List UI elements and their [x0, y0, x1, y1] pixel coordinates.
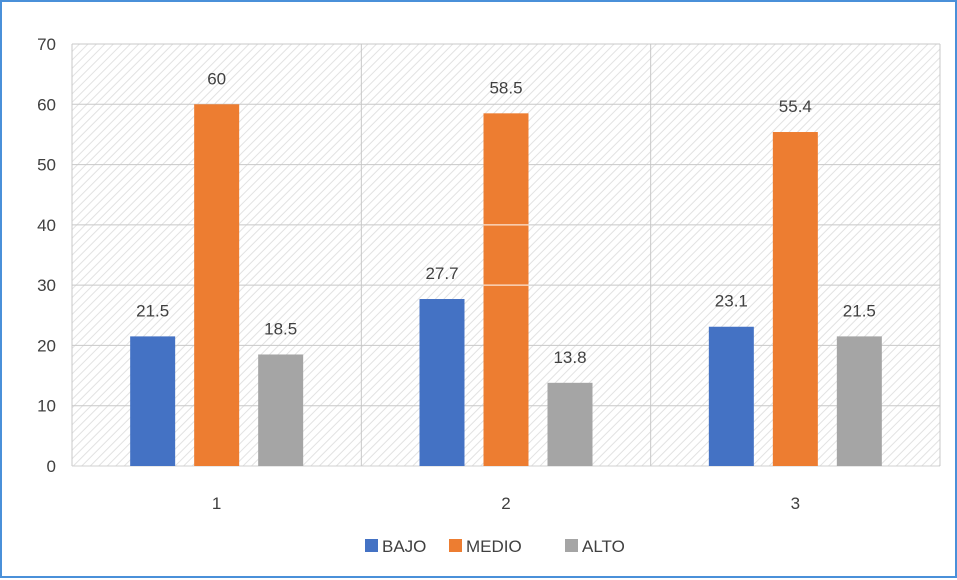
data-label: 58.5	[489, 78, 522, 97]
y-tick-label: 70	[37, 35, 56, 54]
data-label: 18.5	[264, 319, 297, 338]
y-tick-label: 20	[37, 336, 56, 355]
data-label: 23.1	[715, 292, 748, 311]
bar-alto-2	[547, 382, 593, 466]
y-tick-label: 10	[37, 397, 56, 416]
bar-medio-3	[772, 132, 818, 466]
x-tick-label: 3	[791, 494, 800, 513]
legend-swatch-alto	[565, 539, 578, 552]
data-label: 55.4	[779, 97, 812, 116]
data-label: 13.8	[553, 348, 586, 367]
data-label: 21.5	[843, 301, 876, 320]
bar-bajo-3	[708, 326, 754, 466]
y-tick-label: 40	[37, 216, 56, 235]
x-axis: 1 2 3	[212, 494, 800, 513]
y-tick-label: 50	[37, 156, 56, 175]
legend-label-alto: ALTO	[582, 537, 625, 556]
y-tick-label: 0	[47, 457, 56, 476]
legend-swatch-bajo	[365, 539, 378, 552]
bars	[130, 104, 882, 467]
legend-label-bajo: BAJO	[382, 537, 426, 556]
legend-swatch-medio	[449, 539, 462, 552]
data-label: 21.5	[136, 301, 169, 320]
bar-alto-1	[258, 354, 304, 466]
y-tick-label: 30	[37, 276, 56, 295]
legend-label-medio: MEDIO	[466, 537, 522, 556]
bar-bajo-1	[130, 336, 176, 466]
data-label: 60	[207, 69, 226, 88]
bar-bajo-2	[419, 299, 465, 466]
x-tick-label: 2	[501, 494, 510, 513]
y-tick-label: 60	[37, 95, 56, 114]
legend: BAJO MEDIO ALTO	[365, 537, 625, 556]
x-tick-label: 1	[212, 494, 221, 513]
bar-medio-2	[483, 113, 529, 466]
bar-medio-1	[194, 104, 240, 467]
data-label: 27.7	[425, 264, 458, 283]
bar-alto-3	[836, 336, 882, 466]
y-axis: 0 10 20 30 40 50 60 70	[37, 35, 56, 476]
data-labels: 21.5 60 18.5 27.7 58.5 13.8 23.1 55.4 21.5	[136, 69, 876, 367]
